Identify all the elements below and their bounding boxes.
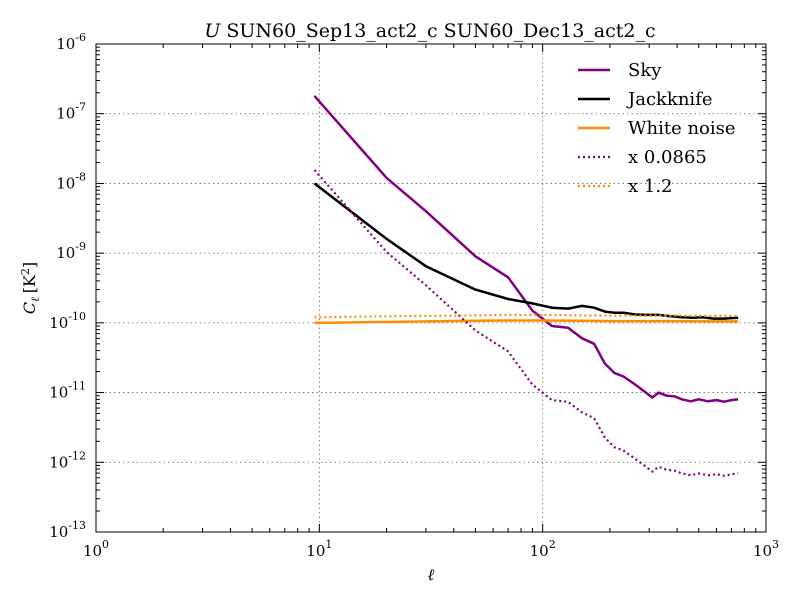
plot-series bbox=[313, 95, 739, 477]
y-axis-label: Cℓ[K2] bbox=[19, 262, 42, 314]
y-tick-label: 10-11 bbox=[49, 380, 86, 402]
legend-label: Jackknife bbox=[626, 89, 713, 110]
legend-label: x 0.0865 bbox=[628, 147, 707, 168]
tick-labels: 100 101 102 103 10-13 10-12 10-11 10-10 10-9 10-8… bbox=[49, 31, 779, 560]
legend-label: White noise bbox=[628, 118, 736, 139]
x-tick-label: 102 bbox=[530, 538, 556, 560]
x-tick-label: 100 bbox=[83, 538, 109, 560]
legend-label: x 1.2 bbox=[628, 176, 673, 197]
series-line-2 bbox=[314, 319, 739, 325]
series-line-0 bbox=[313, 95, 739, 403]
series-line-4 bbox=[314, 313, 739, 319]
grid-lines bbox=[96, 44, 766, 532]
y-tick-label: 10-7 bbox=[56, 101, 86, 123]
y-tick-label: 10-6 bbox=[56, 31, 86, 53]
chart-title: U SUN60_Sep13_act2_c SUN60_Dec13_act2_c bbox=[204, 20, 655, 42]
series-line-3 bbox=[313, 169, 739, 477]
x-axis-label: ℓ bbox=[428, 565, 435, 584]
y-tick-label: 10-13 bbox=[49, 519, 86, 541]
legend: Sky Jackknife White noise x 0.0865 x 1.2 bbox=[578, 60, 736, 197]
series-line-1 bbox=[313, 182, 739, 320]
plot-frame bbox=[95, 43, 767, 533]
y-tick-label: 10-9 bbox=[56, 240, 86, 262]
axis-ticks bbox=[95, 43, 767, 533]
y-tick-label: 10-12 bbox=[49, 449, 86, 471]
legend-label: Sky bbox=[628, 60, 662, 81]
x-tick-label: 103 bbox=[753, 538, 779, 560]
x-tick-label: 101 bbox=[306, 538, 332, 560]
y-tick-label: 10-8 bbox=[56, 170, 86, 192]
y-tick-label: 10-10 bbox=[49, 310, 86, 332]
